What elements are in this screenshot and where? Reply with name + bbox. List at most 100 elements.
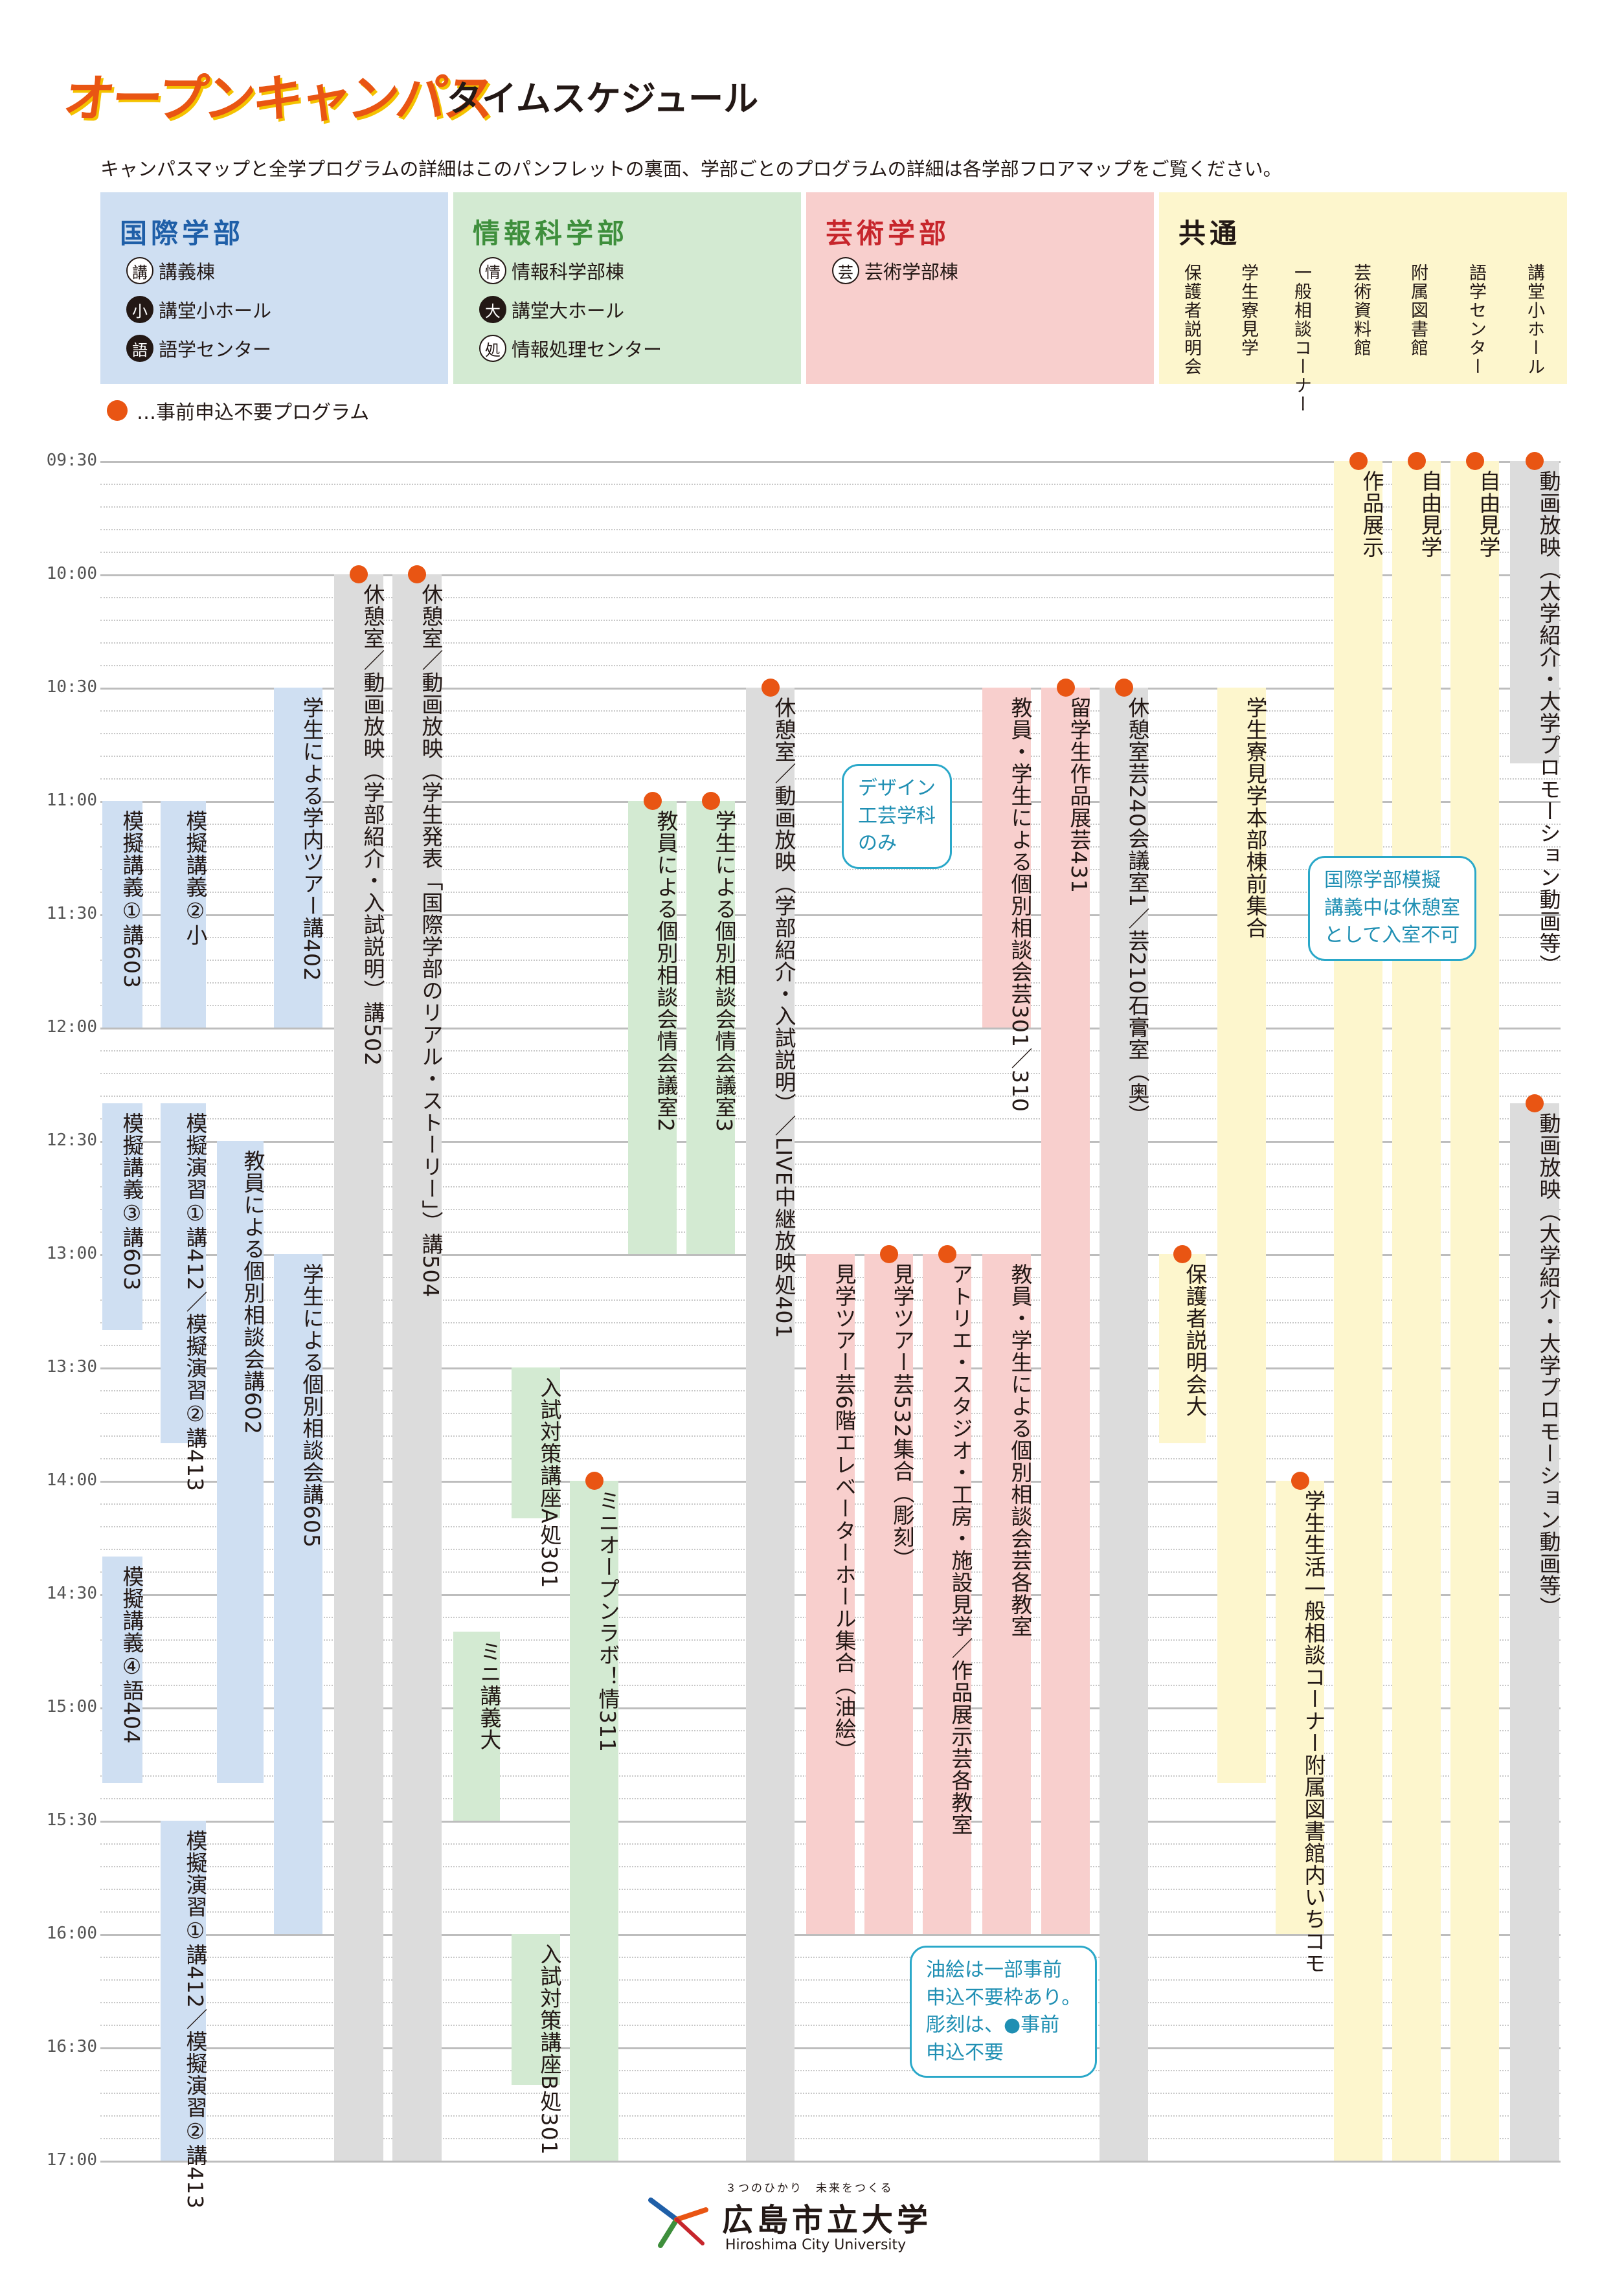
event-bar[interactable]: 見学ツアー芸532集合（彫刻）	[864, 1245, 915, 1934]
event-bar[interactable]: 保護者説明会大	[1159, 1245, 1208, 1443]
event-label: 教員・学生による個別相談会芸各教室	[1008, 1263, 1033, 1637]
event-label: 留学生作品展芸431	[1066, 697, 1092, 894]
building-badge: 情	[479, 257, 506, 284]
event-bar[interactable]: 自由見学	[1392, 452, 1443, 2161]
grid-line	[100, 688, 1561, 690]
grid-minor-line	[100, 778, 1561, 780]
event-bar[interactable]: 模擬講義①講603	[102, 801, 144, 1028]
event-bar[interactable]: 休憩室／動画放映（学部紹介・入試説明）／LIVE中継放映処401	[746, 679, 796, 2161]
grid-minor-line	[100, 2115, 1561, 2117]
event-bar[interactable]: 教員による個別相談会講602	[217, 1141, 265, 1783]
building-badge: 処	[479, 335, 506, 362]
grid-line	[100, 461, 1561, 463]
event-label: 休憩室／動画放映（学部紹介・入試説明）講502	[360, 583, 385, 1066]
event-bar[interactable]: 学生による個別相談会情会議室3	[686, 792, 737, 1254]
event-bar[interactable]: 学生による学内ツアー講402	[274, 688, 324, 1028]
event-bar[interactable]: 模擬演習①講412／模擬演習②講413	[161, 1103, 208, 1492]
event-bar[interactable]: ミニ講義大	[453, 1632, 502, 1821]
event-bar[interactable]: 教員による個別相談会情会議室2	[628, 792, 679, 1254]
event-label: 学生による個別相談会情会議室3	[712, 810, 737, 1132]
grid-minor-line	[100, 982, 1561, 984]
no-registration-dot-icon	[107, 400, 128, 421]
event-bar[interactable]: 休憩室／動画放映（学生発表「国際学部のリアル・ストーリー」）講504	[392, 565, 444, 2161]
facility-item: 処情報処理センター	[479, 335, 662, 362]
callout-oil-notice: 油絵は一部事前 申込不要枠あり。 彫刻は、●事前 申込不要	[910, 1946, 1098, 2078]
event-label: 模擬講義②小	[183, 810, 208, 946]
grid-minor-line	[100, 506, 1561, 508]
grid-minor-line	[100, 1957, 1561, 1958]
facility-label: 芸術資料館	[1351, 264, 1371, 357]
facility-label: 講堂小ホール	[159, 300, 272, 322]
event-bar[interactable]: 学生による個別相談会講605	[274, 1254, 324, 1934]
time-label: 12:30	[46, 1130, 97, 1150]
time-label: 10:30	[46, 677, 97, 697]
grid-minor-line	[100, 1186, 1561, 1187]
event-bar[interactable]: ミニオープンラボ！情311	[570, 1472, 620, 2161]
dept-kokusai: 国際学部 講講義棟 小講堂小ホール 語語学センター	[100, 192, 448, 384]
event-bar[interactable]: 模擬講義④語404	[102, 1556, 144, 1783]
facility-label: 芸術学部棟	[864, 261, 959, 283]
event-bar[interactable]: 模擬演習①講412／模擬演習②講413	[161, 1821, 208, 2209]
event-bar[interactable]: 見学ツアー芸6階エレベーターホール集合（油絵）	[806, 1254, 857, 1934]
dept-kokusai-title: 国際学部	[120, 218, 245, 249]
grid-minor-line	[100, 1979, 1561, 1981]
grid-minor-line	[100, 756, 1561, 757]
event-bar[interactable]: 模擬講義③講603	[102, 1103, 144, 1330]
facility-label: 情報科学部棟	[512, 261, 625, 283]
event-bar[interactable]: 学生生活一般相談コーナー附属図書館内いちコモ	[1276, 1472, 1326, 1974]
event-label: 作品展示	[1359, 470, 1384, 558]
event-bar[interactable]: 動画放映（大学紹介・大学プロモーション動画等）	[1510, 452, 1561, 976]
event-label: 教員による個別相談会情会議室2	[653, 810, 679, 1132]
grid-line	[100, 2161, 1561, 2163]
event-bar[interactable]: 模擬講義②小	[161, 801, 208, 1028]
event-label: 学生生活一般相談コーナー附属図書館内いちコモ	[1301, 1490, 1326, 1974]
event-label: ミニ講義大	[477, 1641, 502, 1751]
time-label: 17:00	[46, 2150, 97, 2170]
grid-minor-line	[100, 2002, 1561, 2003]
event-label: 保護者説明会大	[1182, 1263, 1208, 1417]
event-bar[interactable]: 入試対策講座A処301	[512, 1367, 562, 1589]
event-label: 入試対策講座A処301	[537, 1377, 562, 1589]
event-label: 休憩室／動画放映（学部紹介・入試説明）／LIVE中継放映処401	[771, 697, 796, 1339]
facility-label: 語学センター	[159, 339, 272, 361]
building-badge: 講	[126, 257, 153, 284]
facility-label: 講堂大ホール	[512, 300, 625, 322]
grid-minor-line	[100, 2138, 1561, 2139]
grid-minor-line	[100, 2025, 1561, 2026]
dept-kyotsu: 共通 保護者説明会 学生寮見学 一般相談コーナー 芸術資料館 附属図書館 語学セ…	[1159, 192, 1567, 414]
event-bar[interactable]: 入試対策講座B処301	[512, 1934, 562, 2155]
university-name: 広島市立大学	[722, 2202, 932, 2238]
facility-label: 講堂小ホール	[1524, 264, 1544, 376]
no-registration-dot-icon	[1173, 1245, 1191, 1263]
no-registration-dot-icon	[350, 565, 368, 583]
event-label: 学生寮見学本部棟前集合	[1243, 697, 1268, 939]
time-label: 15:30	[46, 1810, 97, 1830]
event-bar[interactable]: 動画放映（大学紹介・大学プロモーション動画等）	[1510, 1094, 1561, 2161]
time-label: 14:30	[46, 1584, 97, 1603]
grid-minor-line	[100, 733, 1561, 734]
university-emblem-icon	[648, 2198, 708, 2248]
event-label: 模擬演習①講412／模擬演習②講413	[183, 1112, 208, 1492]
event-bar[interactable]: 学生寮見学本部棟前集合	[1217, 688, 1268, 1783]
grid-minor-line	[100, 869, 1561, 870]
no-registration-dot-icon	[761, 679, 780, 697]
event-bar[interactable]: 留学生作品展芸431	[1041, 679, 1092, 1934]
event-bar[interactable]: 自由見学	[1450, 452, 1501, 2161]
grid-line	[100, 801, 1561, 803]
legend: …事前申込不要プログラム	[107, 396, 369, 425]
facility-label: 語学センター	[1466, 264, 1486, 376]
time-label: 13:30	[46, 1357, 97, 1377]
no-registration-dot-icon	[585, 1472, 603, 1490]
no-registration-dot-icon	[1526, 452, 1544, 470]
time-label: 11:00	[46, 791, 97, 810]
time-label: 16:00	[46, 1924, 97, 1943]
event-bar[interactable]: 教員・学生による個別相談会芸各教室	[982, 1254, 1033, 1934]
event-bar[interactable]: 休憩室芸240会議室1／芸210石膏室（奥）	[1100, 679, 1150, 2161]
event-bar[interactable]: アトリエ・スタジオ・工房・施設見学／作品展示芸各教室	[923, 1245, 973, 1934]
event-bar[interactable]: 休憩室／動画放映（学部紹介・入試説明）講502	[334, 565, 385, 2161]
time-label: 16:30	[46, 2037, 97, 2056]
event-label: 入試対策講座B処301	[537, 1943, 562, 2155]
event-bar[interactable]: 作品展示	[1334, 452, 1384, 2161]
event-bar[interactable]: 教員・学生による個別相談会芸301／310	[982, 688, 1033, 1112]
grid-minor-line	[100, 1164, 1561, 1165]
